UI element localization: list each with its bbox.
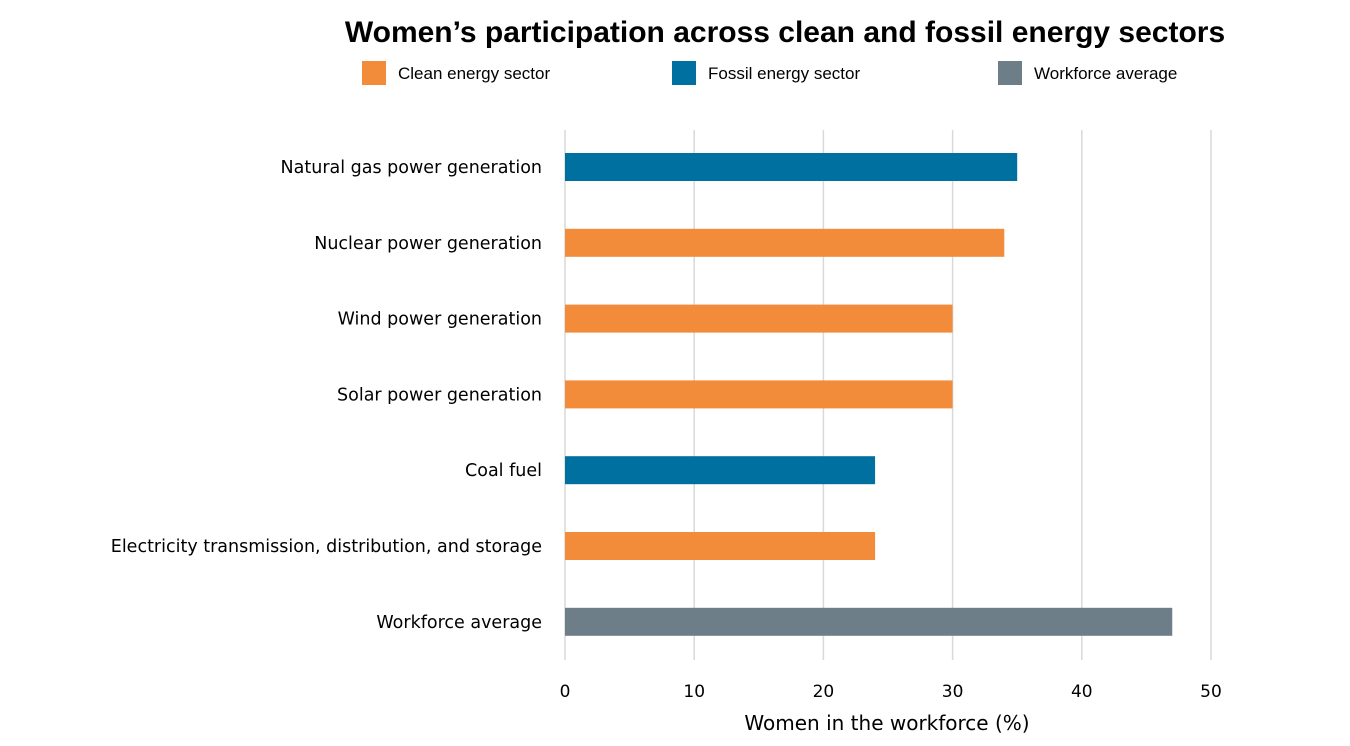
legend-swatch-workforce-average [998, 61, 1022, 85]
x-tick-label-0: 0 [560, 682, 571, 702]
category-label-natural-gas-power-generation: Natural gas power generation [281, 158, 542, 178]
legend-swatch-clean-energy-sector [362, 61, 386, 85]
chart-title: Women’s participation across clean and f… [345, 16, 1225, 49]
bar-wind-power-generation [565, 304, 953, 333]
legend-label-fossil-energy-sector: Fossil energy sector [708, 64, 860, 83]
legend-label-clean-energy-sector: Clean energy sector [398, 64, 550, 83]
bar-electricity-transmission-distribution-and-storage [565, 532, 876, 560]
legend-item-clean-energy-sector: Clean energy sector [362, 61, 550, 85]
legend-item-fossil-energy-sector: Fossil energy sector [672, 61, 860, 85]
category-labels: Natural gas power generation Nuclear powe… [111, 158, 542, 633]
bar-nuclear-power-generation [565, 228, 1005, 257]
x-tick-labels: 0 10 20 30 40 50 [560, 682, 1222, 702]
category-label-solar-power-generation: Solar power generation [337, 385, 542, 405]
legend-swatch-fossil-energy-sector [672, 61, 696, 85]
x-tick-label-30: 30 [942, 682, 964, 702]
bar-natural-gas-power-generation [565, 153, 1018, 181]
x-tick-label-10: 10 [683, 682, 705, 702]
legend-label-workforce-average: Workforce average [1034, 64, 1177, 83]
category-label-coal-fuel: Coal fuel [465, 461, 542, 481]
category-label-nuclear-power-generation: Nuclear power generation [314, 234, 542, 254]
category-label-electricity-transmission-distribution-and-storage: Electricity transmission, distribution, … [111, 537, 542, 557]
x-axis-title: Women in the workforce (%) [744, 711, 1029, 735]
x-tick-label-20: 20 [813, 682, 835, 702]
legend: Clean energy sector Fossil energy sector W… [362, 61, 1177, 85]
bars [565, 153, 1173, 636]
legend-item-workforce-average: Workforce average [998, 61, 1177, 85]
bar-workforce-average [565, 607, 1173, 636]
category-label-workforce-average: Workforce average [376, 613, 542, 633]
x-tick-label-50: 50 [1200, 682, 1222, 702]
x-tick-label-40: 40 [1071, 682, 1093, 702]
bar-coal-fuel [565, 456, 876, 485]
category-label-wind-power-generation: Wind power generation [338, 310, 542, 330]
bar-solar-power-generation [565, 380, 953, 409]
